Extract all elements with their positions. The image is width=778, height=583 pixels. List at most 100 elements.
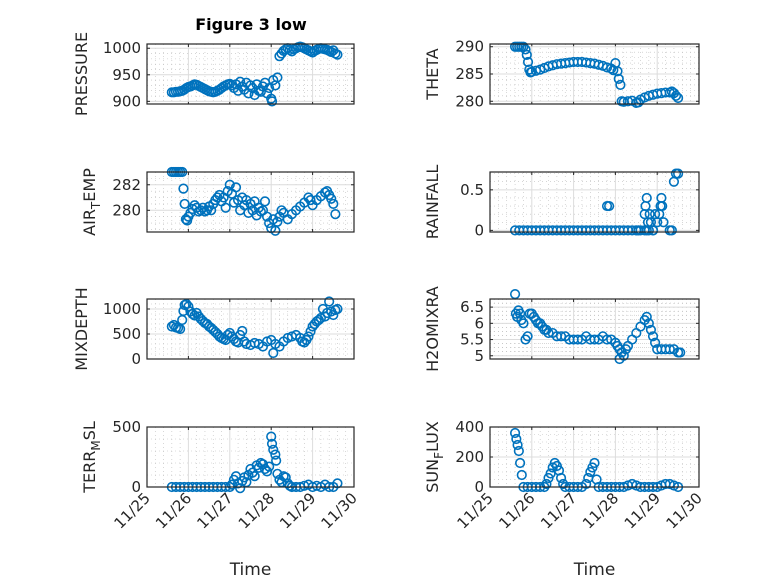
- data-point: [514, 308, 526, 319]
- subplot-sun_flux: 0200400SUNFLUX11/2511/2611/2711/2811/291…: [423, 418, 706, 580]
- data-point: [555, 331, 567, 342]
- y-tick-label: 5: [474, 347, 484, 365]
- y-tick-label: 400: [455, 418, 484, 436]
- data-point: [541, 478, 552, 490]
- y-axis-label: AIRTEMP: [80, 168, 103, 236]
- data-point: [332, 303, 343, 315]
- data-point: [181, 298, 192, 310]
- data-point: [271, 455, 282, 466]
- data-point: [268, 347, 279, 359]
- data-point: [589, 334, 600, 345]
- data-point: [658, 217, 669, 228]
- data-point: [264, 461, 275, 472]
- data-point: [175, 323, 186, 335]
- y-tick-label: 1000: [103, 39, 141, 57]
- data-point: [183, 301, 194, 312]
- data-point: [261, 466, 273, 477]
- data-point: [230, 182, 242, 193]
- data-point: [518, 41, 529, 52]
- y-axis-label: MIXDEPTH: [72, 287, 91, 370]
- data-point: [647, 225, 659, 236]
- data-point: [520, 44, 531, 55]
- data-point: [516, 469, 527, 481]
- subplot-terr_msl: 0500TERRMSL11/2511/2611/2711/2811/2911/3…: [80, 418, 361, 580]
- axes-box: [489, 426, 700, 488]
- data-point: [513, 445, 524, 457]
- data-point: [604, 200, 615, 212]
- data-point: [239, 200, 250, 211]
- y-axis-label: PRESSURE: [72, 32, 91, 116]
- x-tick-label: 11/27: [537, 489, 580, 532]
- axes-box: [146, 298, 355, 360]
- subplot-mixdepth: 0 500 1000 MIXDEPTH: [72, 287, 355, 371]
- data-point: [220, 202, 231, 213]
- data-point: [324, 296, 335, 307]
- y-tick-label: 290: [455, 38, 484, 56]
- y-tick-label: 0: [131, 478, 141, 496]
- data-point: [255, 86, 266, 97]
- y-axis-label: SUNFLUX: [423, 421, 446, 493]
- data-point: [237, 325, 248, 337]
- data-point: [601, 62, 613, 73]
- y-tick-label: 280: [112, 201, 141, 219]
- data-point: [675, 347, 686, 358]
- data-point: [657, 200, 668, 212]
- x-tick-label: 11/30: [318, 489, 361, 532]
- data-point: [305, 194, 316, 206]
- y-tick-label: 6: [474, 314, 484, 332]
- x-tick-label: 11/28: [235, 489, 278, 532]
- series-points: [166, 166, 341, 236]
- x-tick-label: 11/27: [193, 489, 236, 532]
- x-tick-label: 11/29: [276, 489, 319, 532]
- data-point: [226, 80, 237, 91]
- data-point: [641, 311, 652, 322]
- data-point: [266, 96, 278, 107]
- data-point: [235, 76, 246, 87]
- data-point: [522, 56, 534, 68]
- data-point: [581, 478, 592, 490]
- series-points: [509, 168, 684, 236]
- data-point: [276, 205, 287, 216]
- data-point: [643, 318, 654, 329]
- axes-box: [489, 171, 700, 233]
- data-point: [266, 431, 277, 442]
- data-point: [272, 468, 283, 479]
- plot-area: [490, 299, 699, 359]
- data-point: [672, 92, 684, 104]
- y-tick-label: 200: [455, 448, 484, 466]
- data-point: [522, 331, 533, 342]
- y-tick-label: 900: [112, 92, 141, 110]
- data-point: [179, 198, 190, 210]
- data-point: [521, 49, 532, 61]
- data-point: [268, 444, 279, 455]
- data-point: [187, 308, 198, 320]
- data-point: [328, 198, 339, 210]
- axes-box: [489, 43, 700, 105]
- y-tick-label: 5.5: [460, 331, 484, 349]
- data-point: [509, 427, 521, 439]
- data-point: [305, 326, 316, 337]
- series-points: [166, 41, 343, 107]
- y-tick-label: 950: [112, 66, 141, 84]
- y-tick-label: 0: [131, 350, 141, 368]
- data-point: [330, 209, 341, 220]
- y-tick-label: 0: [474, 478, 484, 496]
- data-point: [511, 433, 522, 445]
- data-point: [645, 324, 657, 335]
- series-points: [509, 41, 684, 109]
- data-point: [514, 457, 526, 469]
- x-tick-label: 11/26: [495, 489, 538, 532]
- y-axis-label: TERRMSL: [80, 421, 103, 494]
- y-tick-label: 500: [112, 418, 141, 436]
- data-point: [572, 334, 583, 345]
- y-tick-label: 6.5: [460, 298, 484, 316]
- x-tick-label: 11/28: [579, 489, 622, 532]
- data-point: [601, 334, 613, 345]
- data-point: [672, 168, 684, 179]
- subplot-pressure: 900 950 1000 PRESSURE: [72, 32, 355, 116]
- x-tick-label: 11/29: [621, 489, 664, 532]
- data-point: [512, 439, 523, 451]
- data-point: [650, 337, 661, 348]
- y-tick-label: 0.5: [460, 181, 484, 199]
